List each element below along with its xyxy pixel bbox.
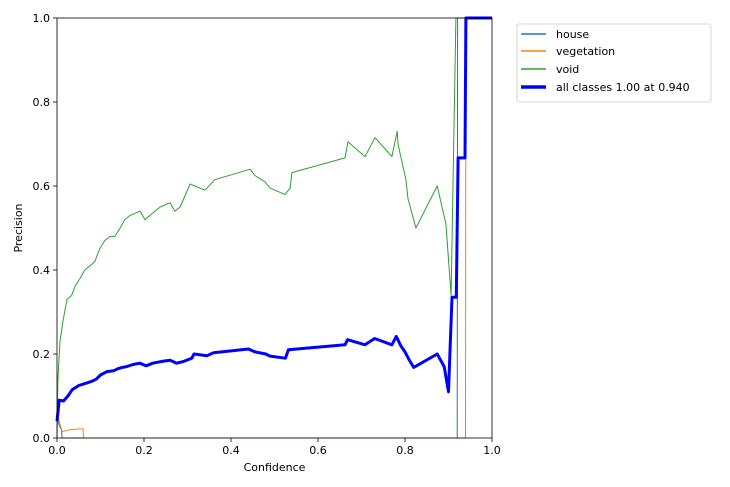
x-tick-label: 0.2 [135, 444, 153, 457]
legend-label-void: void [556, 63, 579, 76]
legend-label-vegetation: vegetation [556, 45, 615, 58]
y-axis-ticks: 0.0 0.2 0.4 0.6 0.8 1.0 [33, 12, 57, 445]
x-tick-label: 1.0 [483, 444, 501, 457]
series-line-0 [56, 17, 492, 439]
x-tick-label: 0.6 [309, 444, 327, 457]
y-tick-label: 0.8 [33, 96, 51, 109]
x-axis-ticks: 0.0 0.2 0.4 0.6 0.8 1.0 [48, 438, 501, 457]
legend-label-all-classes: all classes 1.00 at 0.940 [556, 81, 690, 94]
y-tick-label: 0.2 [33, 348, 51, 361]
legend: house vegetation void all classes 1.00 a… [516, 23, 712, 103]
x-tick-label: 0.4 [222, 444, 240, 457]
x-axis-label: Confidence [244, 461, 306, 474]
plot-frame [56, 17, 493, 439]
legend-label-house: house [556, 28, 589, 41]
legend-box [516, 23, 712, 103]
y-tick-label: 0.4 [33, 264, 51, 277]
series-line-2 [56, 17, 492, 439]
y-tick-label: 0.0 [33, 432, 51, 445]
x-tick-label: 0.8 [396, 444, 414, 457]
y-tick-label: 1.0 [33, 12, 51, 25]
y-tick-label: 0.6 [33, 180, 51, 193]
series-line-3 [55, 16, 492, 422]
y-axis-label: Precision [12, 203, 25, 252]
series-line-1 [56, 17, 492, 439]
plot-series-group [55, 16, 492, 439]
x-tick-label: 0.0 [48, 444, 66, 457]
